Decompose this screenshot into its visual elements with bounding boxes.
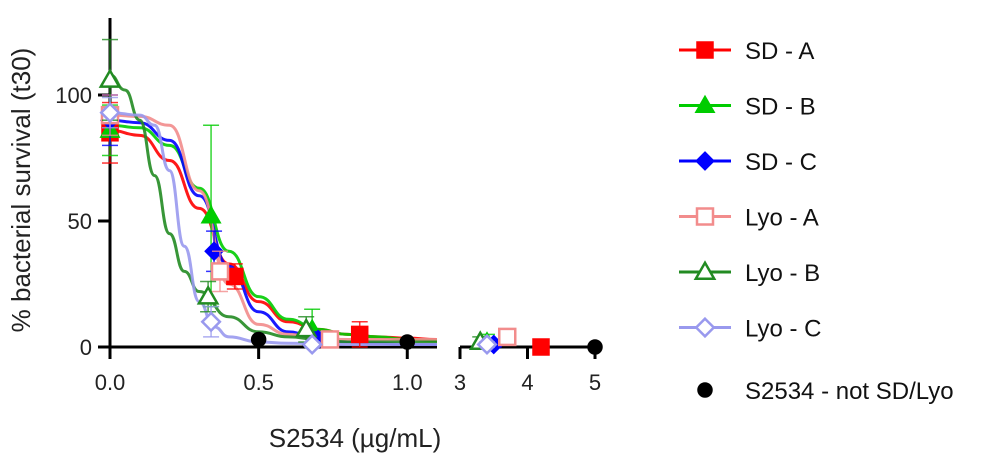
- data-point: [320, 330, 340, 349]
- legend-label: Lyo - C: [745, 316, 821, 343]
- data-point: [98, 68, 122, 88]
- legend-label: Lyo - B: [745, 260, 820, 287]
- y-tick-label: 100: [55, 83, 92, 108]
- legend-label: SD - C: [745, 149, 817, 176]
- legend-marker: [695, 151, 715, 171]
- x-tick-label: 1.0: [392, 370, 423, 395]
- legend-label: SD - B: [745, 94, 816, 121]
- x-tick-label: 3: [454, 370, 466, 395]
- data-point: [210, 262, 230, 281]
- x-tick-label: 0.5: [243, 370, 274, 395]
- fit-curve: [109, 113, 437, 341]
- fit-curve: [109, 73, 437, 344]
- data-point: [200, 311, 222, 333]
- data-point: [99, 102, 121, 124]
- legend-marker: [697, 382, 713, 398]
- legend-label: S2534 - not SD/Lyo: [745, 378, 954, 405]
- data-point: [294, 317, 318, 338]
- data-point: [226, 267, 244, 286]
- legend-label: Lyo - A: [745, 205, 819, 232]
- legend-marker: [693, 260, 717, 281]
- legend-marker: [696, 41, 714, 59]
- data-point: [532, 338, 550, 356]
- plot-area: 0 50 100 0.0 0.5 1.0 3 4 5: [55, 18, 603, 395]
- x-axis-title: S2534 (µg/mL): [269, 423, 442, 453]
- data-point: [250, 331, 267, 348]
- x-tick-label: 0.0: [95, 370, 126, 395]
- y-tick-label: 0: [80, 335, 92, 360]
- y-axis-title: % bacterial survival (t30): [6, 48, 36, 333]
- data-point: [498, 327, 517, 347]
- legend: SD - A SD - B SD - C Lyo - A Lyo - B Lyo - C S…: [679, 38, 954, 405]
- data-point: [476, 333, 498, 356]
- x-tick-label: 5: [589, 370, 601, 395]
- data-point: [196, 284, 220, 305]
- fit-curve: [109, 123, 438, 343]
- data-point: [301, 333, 323, 356]
- legend-marker: [694, 94, 716, 114]
- y-tick-label: 50: [68, 209, 92, 234]
- data-point: [200, 205, 222, 224]
- data-point: [350, 325, 369, 344]
- legend-marker: [695, 207, 715, 226]
- legend-label: SD - A: [745, 38, 814, 65]
- x-tick-label: 4: [521, 370, 533, 395]
- data-point: [399, 334, 416, 350]
- legend-marker: [694, 316, 716, 339]
- data-point: [587, 339, 603, 355]
